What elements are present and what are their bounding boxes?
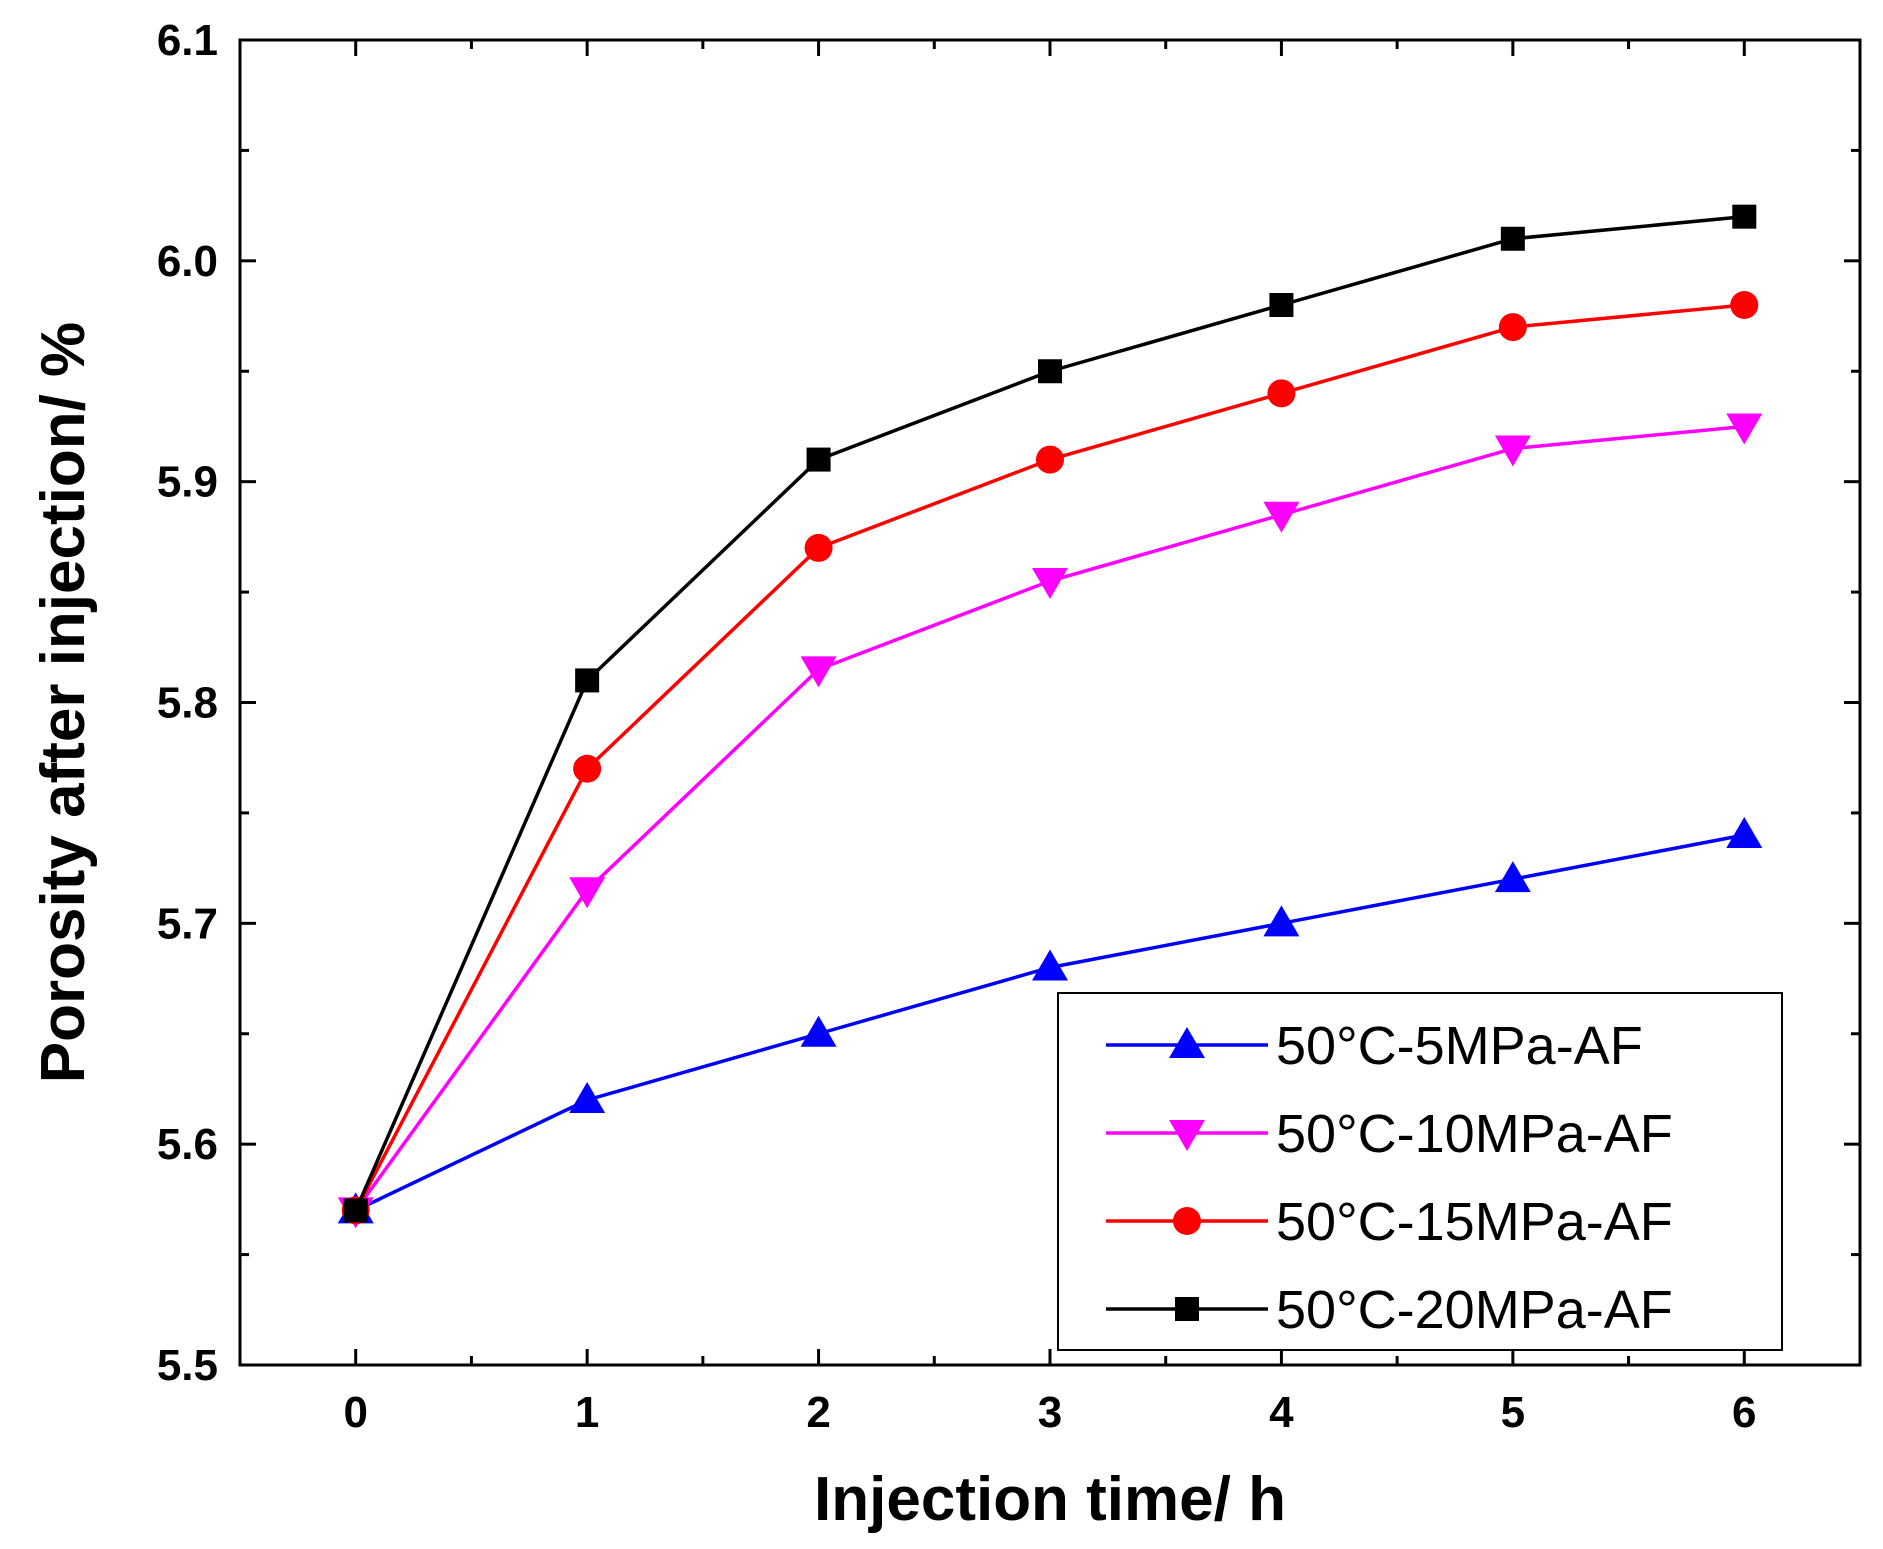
legend-item: 50°C-20MPa-AF [1106,1280,1673,1340]
legend-label: 50°C-5MPa-AF [1276,1016,1643,1076]
y-tick-label: 5.6 [157,1120,218,1169]
data-point [1032,949,1068,981]
x-tick-label: 4 [1269,1388,1294,1437]
x-tick-label: 3 [1038,1388,1062,1437]
x-tick-label: 6 [1732,1388,1756,1437]
data-point [1494,435,1531,467]
y-axis-title: Porosity after injection/ % [29,322,98,1083]
data-point [569,1082,606,1113]
data-point [1726,817,1763,848]
data-point [800,656,837,688]
plot-series [337,204,1763,1229]
y-tick-label: 5.5 [157,1341,218,1390]
legend-marker [1175,1297,1199,1321]
data-point [575,668,600,693]
y-tick-label: 6.1 [157,16,218,65]
data-point [1726,413,1763,445]
y-tick-label: 5.9 [157,458,218,507]
axis-ticks: 0 1 2 3 4 5 6 5.5 5.6 5.7 5.8 5.9 6.0 6.1 [157,16,1860,1437]
data-point [1263,905,1300,937]
y-tick-label: 5.8 [157,679,218,728]
y-tick-label: 5.7 [157,899,218,948]
legend-label: 50°C-15MPa-AF [1276,1192,1673,1252]
data-point [804,533,833,562]
x-tick-label: 2 [806,1388,830,1437]
data-point [1032,568,1068,600]
legend-marker [1169,1027,1205,1058]
legend-item: 50°C-10MPa-AF [1106,1104,1673,1164]
data-point [800,1015,837,1047]
data-point [1730,291,1759,319]
legend-item: 50°C-5MPa-AF [1106,1016,1643,1076]
data-point [343,1198,368,1223]
data-point [1500,226,1525,251]
data-point [1732,204,1757,229]
data-point [1498,313,1527,342]
data-point [1267,379,1296,408]
data-point [1036,445,1064,474]
x-axis-title: Injection time/ h [814,1465,1286,1534]
data-point [1038,359,1062,384]
legend-label: 50°C-10MPa-AF [1276,1104,1673,1164]
legend-label: 50°C-20MPa-AF [1276,1280,1673,1340]
data-point [1263,501,1300,533]
legend-marker [1169,1120,1205,1151]
x-tick-label: 1 [575,1388,599,1437]
legend-marker [1173,1207,1201,1235]
legend: 50°C-5MPa-AF 50°C-10MPa-AF 50°C-15MPa-AF 50… [1057,992,1783,1351]
data-point [573,754,602,783]
data-point [1269,293,1294,317]
series-3 [341,291,1759,1225]
legend-item: 50°C-15MPa-AF [1106,1192,1673,1252]
y-tick-label: 6.0 [157,237,218,286]
x-tick-label: 5 [1501,1388,1525,1437]
data-point [569,877,606,909]
x-tick-label: 0 [343,1388,367,1437]
series-4 [343,204,1757,1223]
data-point [806,447,831,472]
data-point [1494,861,1531,893]
